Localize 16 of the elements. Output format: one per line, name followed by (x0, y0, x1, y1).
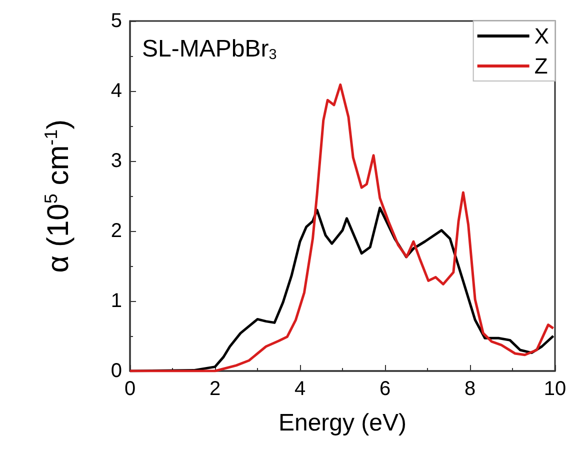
x-tick-label: 6 (379, 378, 391, 400)
legend-label: Z (534, 54, 548, 78)
y-tick-label: 0 (110, 360, 122, 382)
x-axis-title: Energy (eV) (278, 410, 407, 436)
legend-label: X (534, 24, 550, 48)
x-tick-label: 0 (124, 378, 136, 400)
y-tick-label: 1 (110, 290, 122, 312)
y-tick-label: 5 (110, 10, 122, 32)
x-tick-label: 8 (464, 378, 476, 400)
x-tick-label: 2 (209, 378, 221, 400)
y-tick-label: 3 (110, 150, 122, 172)
y-axis-title: α (105 cm-1) (41, 119, 75, 273)
x-tick-label: 4 (294, 378, 306, 400)
y-tick-label: 4 (110, 80, 122, 102)
y-tick-label: 2 (110, 220, 122, 242)
x-tick-label: 10 (544, 378, 566, 400)
